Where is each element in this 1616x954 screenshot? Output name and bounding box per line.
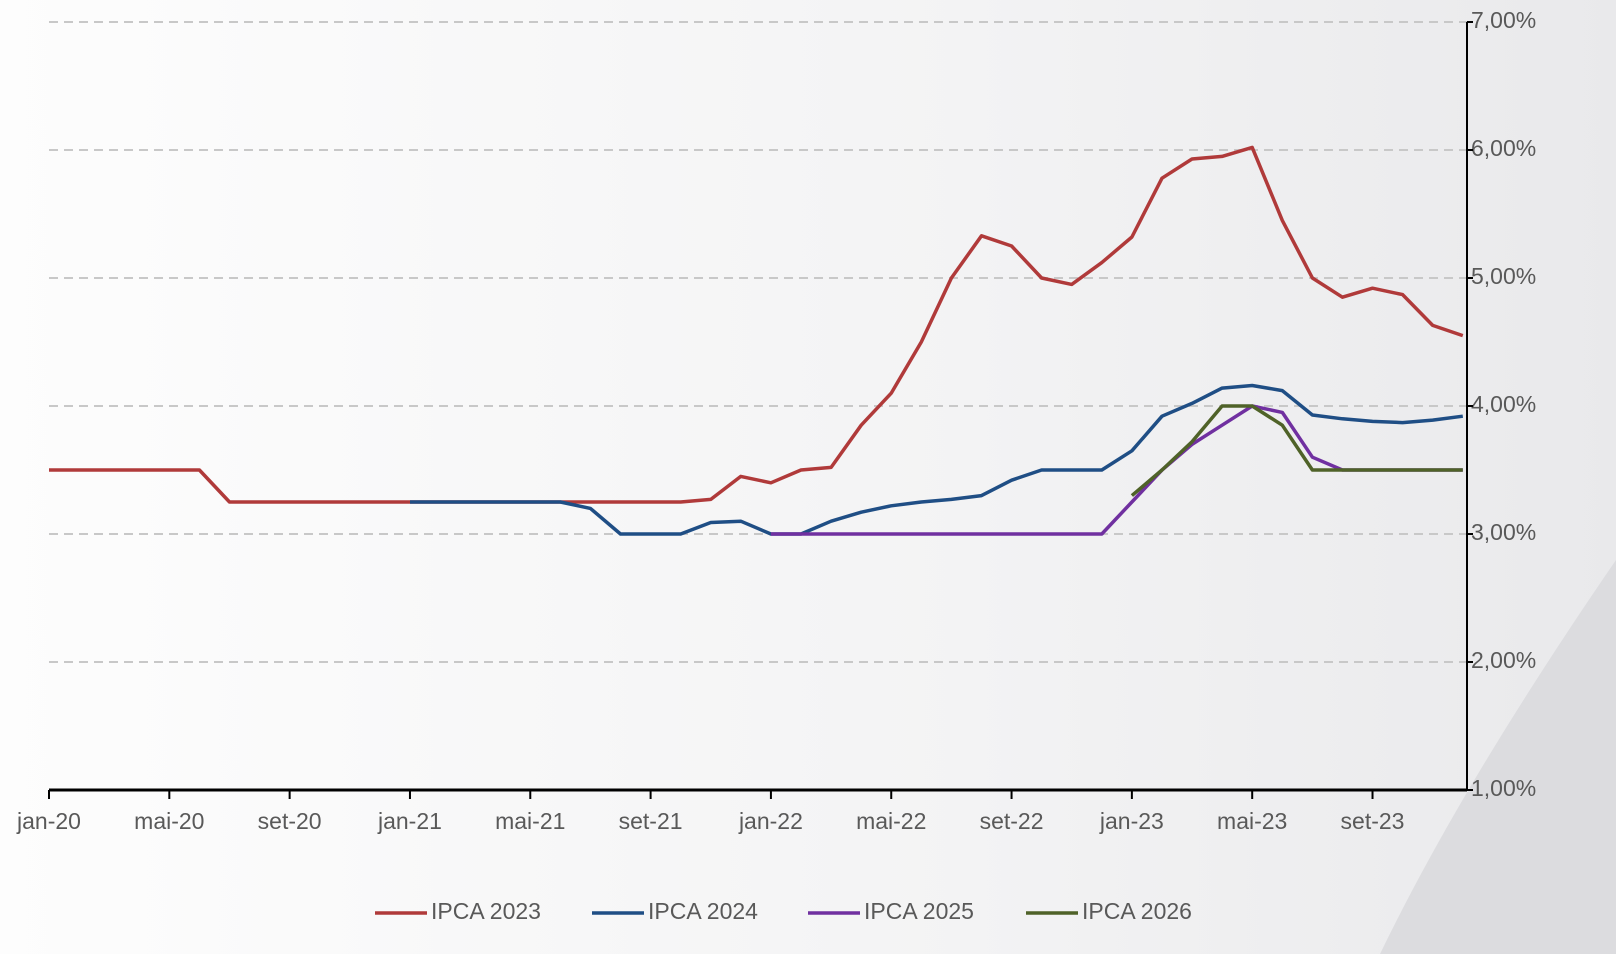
x-tick-label: set-20: [258, 808, 322, 834]
legend-label: IPCA 2023: [431, 898, 541, 924]
series-line: [1130, 404, 1463, 497]
y-tick-label: 4,00%: [1471, 391, 1536, 417]
series-line: [49, 145, 1464, 504]
x-tick-label: jan-22: [738, 808, 803, 834]
y-tick-label: 7,00%: [1471, 7, 1536, 33]
x-tick-label: mai-20: [134, 808, 204, 834]
legend-label: IPCA 2026: [1082, 898, 1192, 924]
x-tick-label: jan-23: [1099, 808, 1164, 834]
series-line: [410, 383, 1464, 536]
y-tick-label: 6,00%: [1471, 135, 1536, 161]
x-tick-label: jan-20: [16, 808, 81, 834]
legend-label: IPCA 2024: [648, 898, 758, 924]
legend-label: IPCA 2025: [864, 898, 974, 924]
x-tick-label: mai-22: [856, 808, 926, 834]
decoration: [1380, 560, 1616, 954]
x-tick-label: set-22: [980, 808, 1044, 834]
x-tick-label: set-23: [1341, 808, 1405, 834]
x-tick-label: mai-21: [495, 808, 565, 834]
y-tick-label: 5,00%: [1471, 263, 1536, 289]
y-tick-label: 3,00%: [1471, 519, 1536, 545]
x-tick-label: mai-23: [1217, 808, 1287, 834]
x-tick-label: jan-21: [377, 808, 442, 834]
x-tick-label: set-21: [619, 808, 683, 834]
y-tick-label: 2,00%: [1471, 647, 1536, 673]
y-tick-label: 1,00%: [1471, 775, 1536, 801]
